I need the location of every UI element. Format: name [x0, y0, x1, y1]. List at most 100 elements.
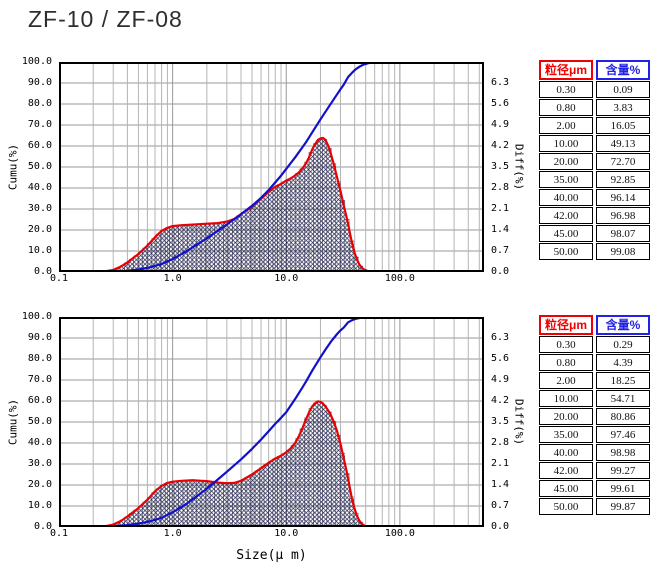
diff-axis-label: Diff(%) [512, 143, 526, 191]
chart-block-2: 100.0 90.0 80.0 70.0 60.0 50.0 40.0 30.0 20.0 10.… [0, 312, 656, 575]
size-cell: 10.00 [539, 135, 593, 152]
size-axis-label: Size(μ m) [236, 548, 307, 563]
size-content-table: 粒径μm 含量% 0.30 0.29 0.80 4.39 2.00 18.25 10.00 54.… [536, 314, 653, 516]
size-cell: 45.00 [539, 480, 593, 497]
diff-axis-tick-label: 4.2 [491, 395, 510, 406]
diff-axis-tick-label: 2.8 [491, 437, 510, 448]
table-row: 2.00 18.25 [539, 372, 650, 389]
differential-curve [92, 400, 484, 527]
diff-axis-tick-label: 0.7 [491, 245, 510, 256]
size-cell: 45.00 [539, 225, 593, 242]
chart-block-1: 100.0 90.0 80.0 70.0 60.0 50.0 40.0 30.0 20.0 10.… [0, 57, 656, 287]
size-header-cell: 粒径μm [539, 60, 593, 80]
content-cell: 98.07 [596, 225, 650, 242]
content-cell: 96.98 [596, 207, 650, 224]
diff-axis-tick-label: 4.2 [491, 140, 510, 151]
size-cell: 2.00 [539, 117, 593, 134]
cumu-axis-tick-label: 0.0 [33, 266, 52, 277]
content-cell: 72.70 [596, 153, 650, 170]
cumu-axis-tick-label: 50.0 [27, 416, 52, 427]
diff-axis-tick-label: 4.9 [491, 374, 510, 385]
table-row: 0.80 3.83 [539, 99, 650, 116]
differential-histogram [106, 138, 368, 272]
size-axis-tick-row: 0.1 1.0 10.0 100.0 [0, 274, 656, 281]
table-row: 35.00 97.46 [539, 426, 650, 443]
cumu-axis-tick-label: 10.0 [27, 500, 52, 511]
content-cell: 49.13 [596, 135, 650, 152]
table-row: 45.00 99.61 [539, 480, 650, 497]
size-content-table: 粒径μm 含量% 0.30 0.09 0.80 3.83 2.00 16.05 10.00 49.… [536, 59, 653, 261]
cumulative-curve [59, 62, 484, 272]
diff-axis-tick-label: 0.0 [491, 521, 510, 532]
cumu-axis-tick-label: 90.0 [27, 77, 52, 88]
content-cell: 99.27 [596, 462, 650, 479]
cumu-axis-tick-label: 80.0 [27, 98, 52, 109]
table-row: 42.00 96.98 [539, 207, 650, 224]
content-cell: 97.46 [596, 426, 650, 443]
diff-axis-tick-label: 3.5 [491, 161, 510, 172]
content-cell: 99.08 [596, 243, 650, 260]
cumu-axis-tick-label: 90.0 [27, 332, 52, 343]
size-axis-tick-label: 10.0 [274, 274, 299, 281]
cumu-axis-tick-label: 80.0 [27, 353, 52, 364]
diff-axis-label: Diff(%) [512, 398, 526, 446]
content-cell: 3.83 [596, 99, 650, 116]
cumu-axis-tick-label: 40.0 [27, 182, 52, 193]
differential-curve [92, 136, 484, 272]
table-row: 50.00 99.87 [539, 498, 650, 515]
size-cell: 0.30 [539, 336, 593, 353]
size-cell: 0.30 [539, 81, 593, 98]
size-axis-tick-row: 0.1 1.0 10.0 100.0 [0, 529, 656, 543]
table-row: 40.00 98.98 [539, 444, 650, 461]
diff-axis-tick-label: 5.6 [491, 353, 510, 364]
size-header-cell: 粒径μm [539, 315, 593, 335]
size-cell: 50.00 [539, 243, 593, 260]
cumu-axis-label: Cumu(%) [6, 143, 20, 191]
size-cell: 2.00 [539, 372, 593, 389]
size-cell: 40.00 [539, 189, 593, 206]
cumu-axis-tick-label: 40.0 [27, 437, 52, 448]
table-row: 10.00 54.71 [539, 390, 650, 407]
cumu-axis-tick-label: 50.0 [27, 161, 52, 172]
size-axis-tick-label: 0.1 [49, 274, 69, 281]
size-cell: 35.00 [539, 171, 593, 188]
size-axis-tick-label: 100.0 [384, 274, 415, 281]
size-cell: 40.00 [539, 444, 593, 461]
diff-axis-tick-label: 5.6 [491, 98, 510, 109]
table-row: 2.00 16.05 [539, 117, 650, 134]
size-axis-tick-label: 100.0 [384, 528, 415, 539]
size-axis-tick-label: 1.0 [163, 528, 182, 539]
size-cell: 10.00 [539, 390, 593, 407]
cumu-axis-label: Cumu(%) [6, 398, 20, 446]
diff-axis-tick-label: 4.9 [491, 119, 510, 130]
diff-axis-tick-label: 6.3 [491, 332, 510, 343]
diff-axis-tick-label: 6.3 [491, 77, 510, 88]
diff-axis-tick-label: 3.5 [491, 416, 510, 427]
table-row: 10.00 49.13 [539, 135, 650, 152]
table-row: 0.30 0.29 [539, 336, 650, 353]
cumu-axis-tick-label: 60.0 [27, 140, 52, 151]
table-row: 35.00 92.85 [539, 171, 650, 188]
table-row: 20.00 72.70 [539, 153, 650, 170]
plot-border [59, 62, 484, 272]
content-cell: 0.09 [596, 81, 650, 98]
size-cell: 50.00 [539, 498, 593, 515]
content-cell: 18.25 [596, 372, 650, 389]
cumu-axis-tick-label: 100.0 [21, 311, 52, 322]
table-row: 0.30 0.09 [539, 81, 650, 98]
content-header-cell: 含量% [596, 315, 650, 335]
cumu-axis-tick-label: 10.0 [27, 245, 52, 256]
cumu-axis-tick-label: 70.0 [27, 119, 52, 130]
diff-axis-tick-label: 0.7 [491, 500, 510, 511]
size-axis-tick-label: 10.0 [274, 528, 299, 539]
diff-axis-tick-label: 2.1 [491, 458, 510, 469]
content-cell: 98.98 [596, 444, 650, 461]
cumu-axis-tick-label: 30.0 [27, 203, 52, 214]
size-axis-tick-label: 0.1 [49, 528, 69, 539]
diff-axis-tick-label: 1.4 [491, 479, 510, 490]
content-cell: 54.71 [596, 390, 650, 407]
size-cell: 20.00 [539, 408, 593, 425]
size-cell: 35.00 [539, 426, 593, 443]
cumu-axis-tick-label: 0.0 [33, 521, 52, 532]
